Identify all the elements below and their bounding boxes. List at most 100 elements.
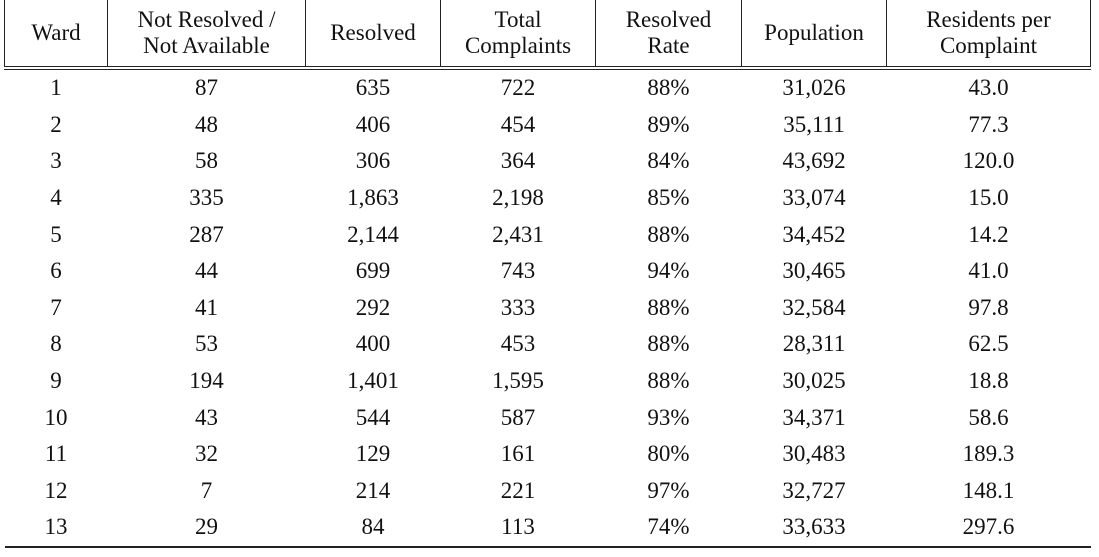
table-cell: 18.8 xyxy=(968,368,1009,394)
table-cell: 88% xyxy=(647,221,690,247)
table-cell: 44 xyxy=(195,258,218,284)
table-cell: 306 xyxy=(355,148,391,174)
table-cell: 161 xyxy=(500,441,536,467)
table-cell: 88% xyxy=(647,75,690,101)
table-cell: 544 xyxy=(355,404,391,430)
table-row: 13 29 84 113 74% 33,633 297.6 xyxy=(4,509,1091,548)
table-cell: 41 xyxy=(195,294,218,320)
table-cell: 13 xyxy=(4,509,108,548)
table-cell: 32,727 xyxy=(782,477,846,503)
table-cell: 12 xyxy=(44,477,68,503)
table-cell: 7 xyxy=(50,294,62,320)
table-cell: 28,311 xyxy=(782,331,846,357)
table-cell: 80% xyxy=(647,441,690,467)
table-row: 6 44 699 743 94% 30,465 41.0 xyxy=(5,253,1091,290)
table-row: 4 335 1,863 2,198 85% 33,074 15.0 xyxy=(5,180,1091,217)
table-cell: 221 xyxy=(500,477,536,503)
table-cell: 453 xyxy=(500,331,536,357)
table-row: 8 53 400 453 88% 28,311 62.5 xyxy=(5,326,1091,363)
header-text: Complaints xyxy=(464,33,572,58)
table-cell: 33,633 xyxy=(741,509,887,548)
table-row: 7 41 292 333 88% 32,584 97.8 xyxy=(5,290,1091,327)
table-cell: 14.2 xyxy=(968,221,1009,247)
table-cell: 97% xyxy=(647,477,690,503)
table-cell: 62.5 xyxy=(968,331,1009,357)
table-cell: 1,595 xyxy=(492,368,544,394)
table-cell: 333 xyxy=(500,294,536,320)
table-cell: 148.1 xyxy=(962,477,1015,503)
header-text: Not Resolved / xyxy=(137,7,276,32)
header-cell: Ward xyxy=(4,0,108,70)
table-row: 11 32 129 161 80% 30,483 189.3 xyxy=(5,436,1091,473)
table-cell: 33,074 xyxy=(782,185,846,211)
table-cell: 93% xyxy=(647,404,690,430)
table-cell: 87 xyxy=(195,75,218,101)
table-cell: 15.0 xyxy=(968,185,1009,211)
header-cell: Total Complaints xyxy=(440,0,596,70)
table-row: 12 7 214 221 97% 32,727 148.1 xyxy=(5,473,1091,510)
table-cell: 699 xyxy=(355,258,391,284)
table-row: 10 43 544 587 93% 34,371 58.6 xyxy=(5,399,1091,436)
table-cell: 3 xyxy=(50,148,62,174)
complaints-table: Ward Not Resolved / Not Available Resolved T… xyxy=(4,0,1091,548)
table-cell: 6 xyxy=(50,258,62,284)
table-row: 1 87 635 722 88% 31,026 43.0 xyxy=(5,68,1091,107)
table-cell: 1,401 xyxy=(347,368,399,394)
table-cell: 7 xyxy=(200,477,213,503)
table-cell: 194 xyxy=(189,368,224,394)
table-cell: 8 xyxy=(50,331,62,357)
table-cell: 287 xyxy=(189,221,224,247)
table-cell: 84 xyxy=(305,509,441,548)
table-cell: 1 xyxy=(50,75,62,101)
table-cell: 120.0 xyxy=(962,148,1015,174)
table-cell: 29 xyxy=(107,509,306,548)
table-row: 5 287 2,144 2,431 88% 34,452 14.2 xyxy=(5,216,1091,253)
table-cell: 5 xyxy=(50,221,62,247)
table-cell: 189.3 xyxy=(962,441,1015,467)
table-row: 9 194 1,401 1,595 88% 30,025 18.8 xyxy=(5,363,1091,400)
table-cell: 129 xyxy=(355,441,391,467)
table-cell: 34,371 xyxy=(782,404,846,430)
table-cell: 743 xyxy=(500,258,536,284)
header-text: Ward xyxy=(31,20,81,45)
header-row: Ward Not Resolved / Not Available Resolved T… xyxy=(4,0,1091,70)
table-cell: 214 xyxy=(355,477,391,503)
table-cell: 94% xyxy=(647,258,690,284)
table-body: 1 87 635 722 88% 31,026 43.0 2 48 406 454 89% 35,111… xyxy=(4,68,1091,548)
table-cell: 587 xyxy=(500,404,536,430)
table-cell: 58 xyxy=(195,148,218,174)
table-row: 3 58 306 364 84% 43,692 120.0 xyxy=(5,143,1091,180)
header-text: Rate xyxy=(647,33,690,58)
header-text: Population xyxy=(764,20,864,45)
header-cell: Resolved xyxy=(305,0,441,70)
table-cell: 30,465 xyxy=(782,258,846,284)
header-text: Total xyxy=(494,7,542,32)
table-cell: 406 xyxy=(355,111,391,137)
table-cell: 2,431 xyxy=(492,221,544,247)
header-text: Complaint xyxy=(939,33,1038,58)
table-cell: 88% xyxy=(647,294,690,320)
table-cell: 84% xyxy=(647,148,690,174)
header-text: Not Available xyxy=(143,33,270,58)
table-cell: 635 xyxy=(355,75,391,101)
table-cell: 53 xyxy=(195,331,218,357)
table-cell: 400 xyxy=(355,331,391,357)
table-cell: 113 xyxy=(440,509,596,548)
table-cell: 10 xyxy=(44,404,68,430)
table-cell: 77.3 xyxy=(968,111,1009,137)
table-cell: 292 xyxy=(355,294,391,320)
table-cell: 32 xyxy=(195,441,218,467)
table-cell: 2,144 xyxy=(347,221,399,247)
table-cell: 297.6 xyxy=(886,509,1091,548)
table-cell: 30,483 xyxy=(782,441,846,467)
table-cell: 335 xyxy=(189,185,224,211)
header-text: Resolved xyxy=(625,7,712,32)
table-cell: 2 xyxy=(50,111,62,137)
table-cell: 30,025 xyxy=(782,368,846,394)
table-cell: 43 xyxy=(195,404,218,430)
header-text: Residents per xyxy=(926,7,1051,32)
table-cell: 97.8 xyxy=(968,294,1009,320)
header-cell: Population xyxy=(741,0,887,70)
table-cell: 31,026 xyxy=(782,75,846,101)
